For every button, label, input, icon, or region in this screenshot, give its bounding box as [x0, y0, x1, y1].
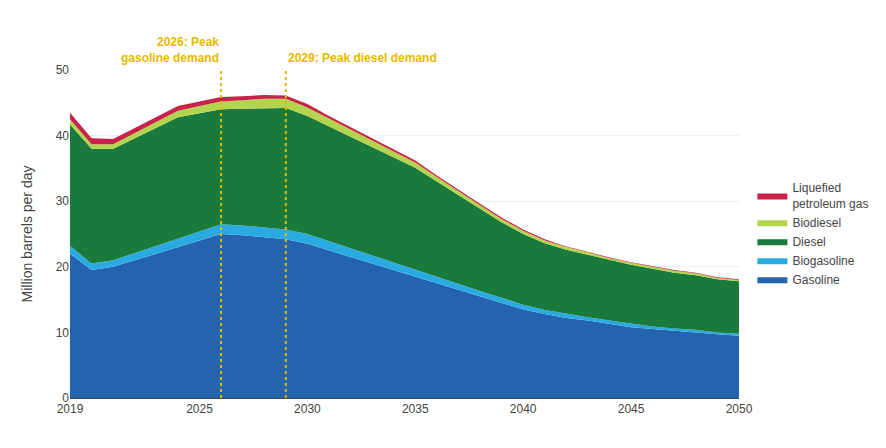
svg-text:30: 30	[56, 194, 70, 208]
svg-text:10: 10	[56, 326, 70, 340]
svg-text:2026: Peakgasoline demand: 2026: Peakgasoline demand	[121, 35, 219, 65]
svg-text:Biodiesel: Biodiesel	[792, 216, 841, 230]
svg-text:2045: 2045	[618, 402, 645, 416]
svg-text:Liquefiedpetroleum gas: Liquefiedpetroleum gas	[792, 181, 868, 211]
svg-text:Diesel: Diesel	[792, 235, 825, 249]
svg-text:2025: 2025	[186, 402, 213, 416]
svg-text:2029: Peak diesel demand: 2029: Peak diesel demand	[288, 51, 437, 65]
svg-text:40: 40	[56, 129, 70, 143]
svg-text:2035: 2035	[402, 402, 429, 416]
svg-text:Biogasoline: Biogasoline	[792, 254, 854, 268]
svg-text:0: 0	[62, 391, 69, 405]
svg-text:2019: 2019	[57, 402, 84, 416]
svg-text:2050: 2050	[726, 402, 753, 416]
svg-text:20: 20	[56, 260, 70, 274]
svg-text:2030: 2030	[294, 402, 321, 416]
svg-text:2040: 2040	[510, 402, 537, 416]
svg-text:50: 50	[56, 63, 70, 77]
svg-text:Gasoline: Gasoline	[792, 273, 840, 287]
svg-text:Million barrels per day: Million barrels per day	[19, 166, 35, 303]
